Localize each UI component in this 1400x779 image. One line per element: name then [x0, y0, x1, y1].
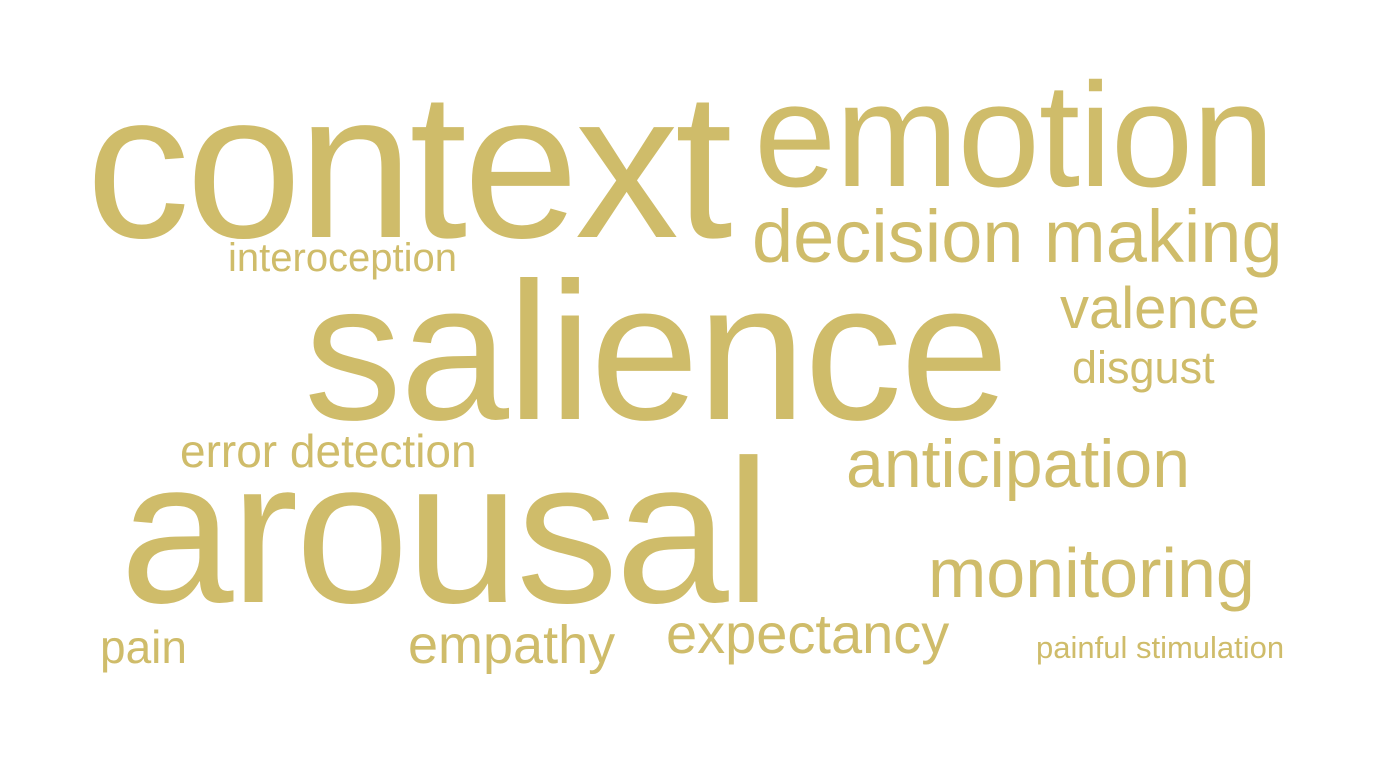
word-anticipation: anticipation	[846, 426, 1191, 502]
word-expectancy: expectancy	[666, 602, 950, 665]
word-valence: valence	[1060, 276, 1260, 341]
word-empathy: empathy	[408, 615, 616, 675]
word-error-detection: error detection	[180, 425, 477, 477]
word-pain: pain	[100, 621, 187, 673]
word-disgust: disgust	[1072, 342, 1215, 393]
word-context: context	[86, 50, 733, 282]
word-emotion: emotion	[754, 53, 1275, 218]
word-decision-making: decision making	[752, 195, 1283, 278]
word-painful-stimulation: painful stimulation	[1036, 630, 1285, 665]
word-interoception: interoception	[228, 236, 458, 280]
word-monitoring: monitoring	[928, 534, 1255, 612]
word-salience: salience	[304, 242, 1009, 461]
word-arousal: arousal	[120, 418, 771, 646]
